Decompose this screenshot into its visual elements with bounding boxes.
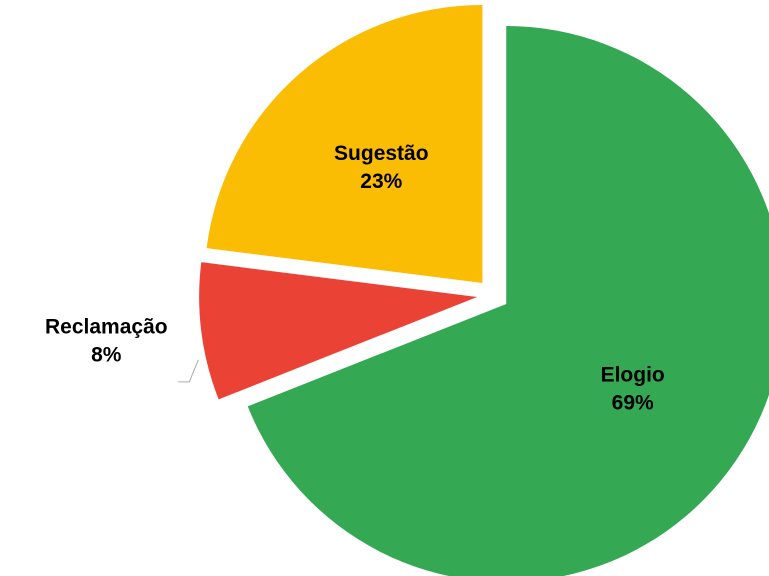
leader-line bbox=[178, 359, 199, 383]
pie-slice bbox=[206, 4, 483, 283]
slice-value: 23% bbox=[360, 170, 402, 193]
pie-slice bbox=[247, 25, 769, 576]
pie-slice bbox=[199, 262, 478, 400]
slice-label: Elogio bbox=[601, 363, 665, 386]
slice-label: Reclamação bbox=[45, 315, 168, 338]
slice-label: Sugestão bbox=[334, 142, 429, 165]
slice-value: 8% bbox=[91, 343, 122, 366]
slice-value: 69% bbox=[612, 391, 654, 414]
